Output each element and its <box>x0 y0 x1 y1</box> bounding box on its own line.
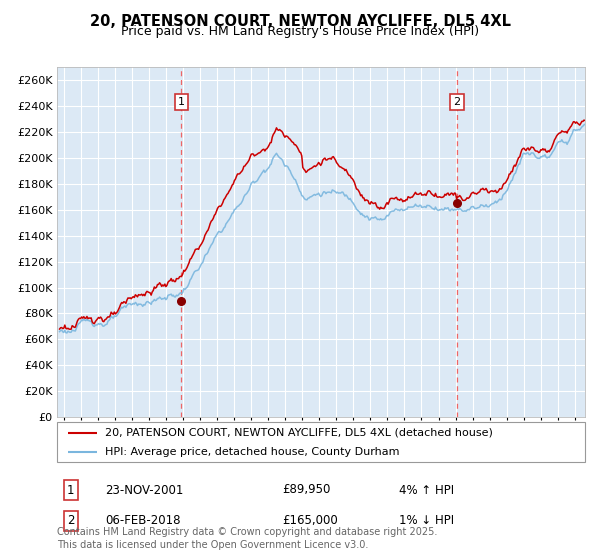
Text: £165,000: £165,000 <box>282 514 338 528</box>
Text: 20, PATENSON COURT, NEWTON AYCLIFFE, DL5 4XL (detached house): 20, PATENSON COURT, NEWTON AYCLIFFE, DL5… <box>104 428 493 437</box>
Text: 1: 1 <box>67 483 74 497</box>
Text: 06-FEB-2018: 06-FEB-2018 <box>105 514 181 528</box>
Text: 2: 2 <box>454 97 461 107</box>
Text: 1: 1 <box>178 97 185 107</box>
Text: 1% ↓ HPI: 1% ↓ HPI <box>399 514 454 528</box>
FancyBboxPatch shape <box>57 422 585 462</box>
Text: Price paid vs. HM Land Registry's House Price Index (HPI): Price paid vs. HM Land Registry's House … <box>121 25 479 38</box>
Text: HPI: Average price, detached house, County Durham: HPI: Average price, detached house, Coun… <box>104 447 399 457</box>
Text: 2: 2 <box>67 514 74 528</box>
Text: 4% ↑ HPI: 4% ↑ HPI <box>399 483 454 497</box>
Text: 20, PATENSON COURT, NEWTON AYCLIFFE, DL5 4XL: 20, PATENSON COURT, NEWTON AYCLIFFE, DL5… <box>89 14 511 29</box>
Text: £89,950: £89,950 <box>282 483 331 497</box>
Text: Contains HM Land Registry data © Crown copyright and database right 2025.
This d: Contains HM Land Registry data © Crown c… <box>57 527 437 550</box>
Text: 23-NOV-2001: 23-NOV-2001 <box>105 483 184 497</box>
